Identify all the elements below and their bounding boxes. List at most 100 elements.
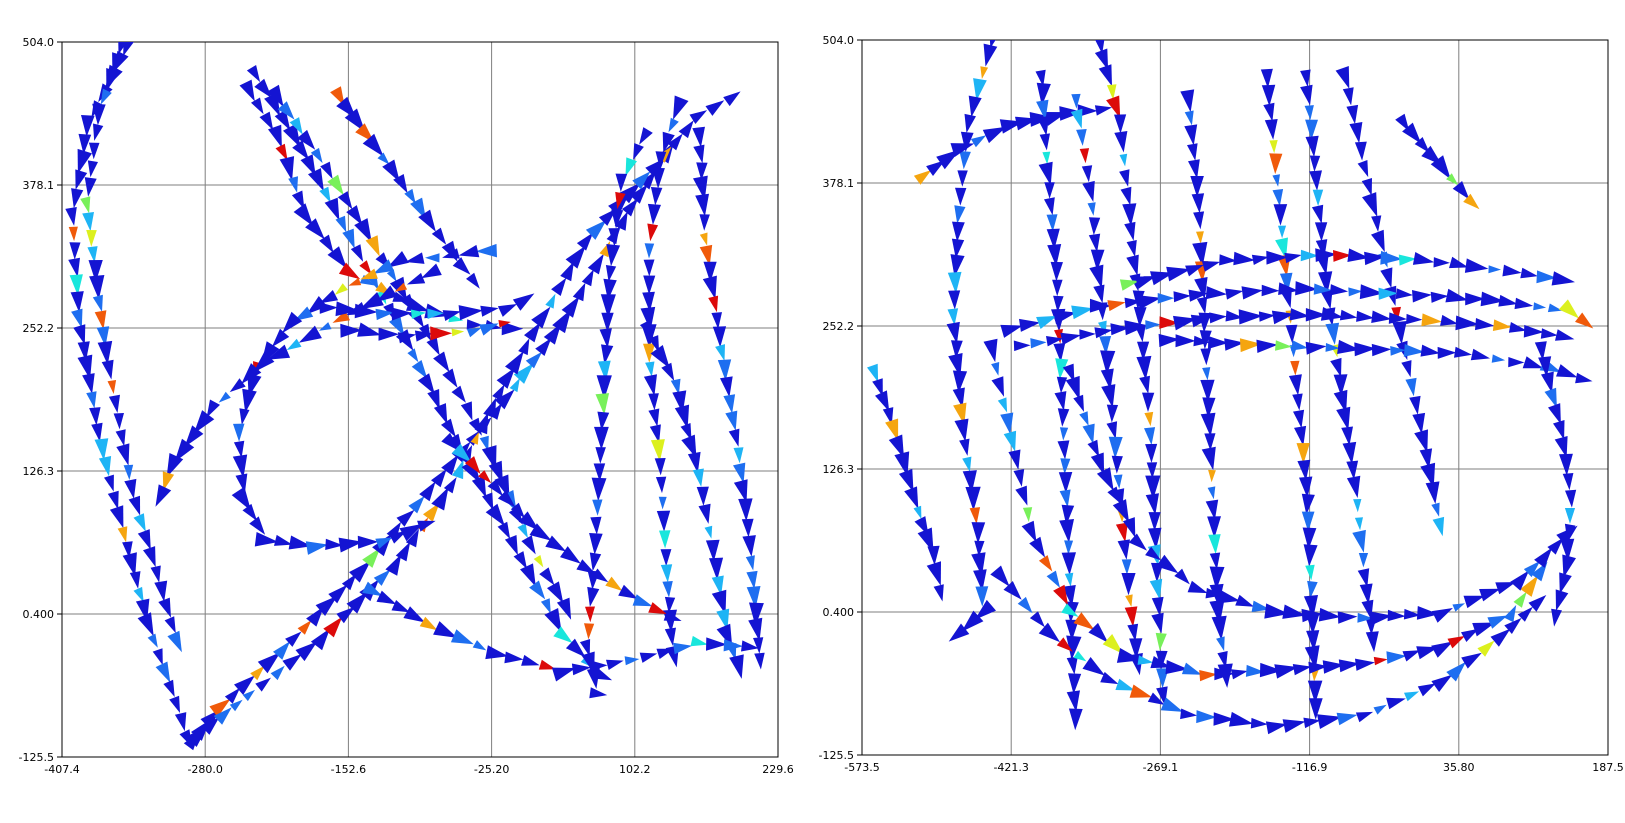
trajectory-arrow [68,226,78,242]
trajectory-arrow [1089,298,1112,313]
trajectory-arrow [1470,348,1490,361]
trajectory-arrow [648,602,667,614]
trajectory-arrow [948,290,961,310]
trajectory-arrow [742,535,756,557]
trajectory-arrow [654,458,666,476]
trajectory-arrow [1446,173,1459,186]
trajectory-arrow [1317,256,1329,275]
trajectory-arrow [1261,84,1276,107]
trajectory-arrow [1021,520,1037,543]
trajectory-arrow [1479,588,1501,602]
trajectory-arrow [980,66,989,79]
trajectory-arrow [1548,403,1561,425]
trajectory-arrow [505,351,524,375]
trajectory-arrow [725,410,738,431]
trajectory-arrow [1300,249,1319,262]
trajectory-arrow [1447,635,1466,649]
trajectory-arrow [659,530,671,549]
trajectory-arrow [1517,606,1533,622]
trajectory-arrow [133,513,146,532]
trajectory-arrow [1245,664,1265,677]
trajectory-arrow [1145,546,1162,561]
trajectory-arrow [933,584,944,602]
trajectory-arrow [664,627,676,646]
trajectory-arrow [1225,288,1244,300]
trajectory-arrow [137,612,154,637]
trajectory-arrow [408,495,425,514]
trajectory-arrow [1431,641,1454,658]
trajectory-arrow [1553,420,1565,440]
trajectory [362,581,759,682]
trajectory-arrow [291,190,305,210]
trajectory-arrow [951,340,963,359]
trajectory-arrow [1544,387,1557,408]
trajectory-arrow [268,124,282,148]
trajectory-arrow [1071,93,1081,109]
trajectory-arrow [913,505,922,520]
trajectory-arrow [289,117,303,135]
trajectory-arrow [89,407,101,426]
trajectory-arrow [650,345,670,369]
trajectory-arrow [1302,527,1317,550]
trajectory-arrow [1336,712,1358,726]
y-tick-label: 0.400 [823,606,855,619]
trajectory-arrow [585,606,595,623]
trajectory-arrow [318,322,332,331]
trajectory-arrow [1303,544,1318,567]
trajectory-arrow [200,717,220,735]
trajectory-arrow [1523,324,1544,338]
trajectory-arrow [560,546,581,564]
trajectory-arrow [344,108,366,133]
trajectory-arrow [705,539,720,562]
trajectory-arrow [355,123,375,143]
trajectory-arrow [1559,453,1573,476]
trajectory-arrow [723,639,744,652]
trajectory-arrow [651,167,665,189]
trajectory-arrow [466,319,483,330]
trajectory-arrow [1190,176,1204,198]
trajectory-arrow [128,495,141,516]
trajectory-arrow [1129,638,1143,660]
trajectory-arrow [699,214,710,231]
trajectory-arrow [1446,661,1466,682]
trajectory-arrow [926,160,946,176]
trajectory-arrow [279,156,295,181]
trajectory-arrow [561,296,580,318]
trajectory-arrow [913,170,932,185]
plot-frame [61,41,779,758]
trajectory-arrow [234,675,255,695]
trajectory-arrow [430,326,453,341]
trajectory-arrow [1017,596,1033,614]
trajectory-arrow [733,479,748,503]
trajectory-arrow [1047,244,1062,267]
trajectory-arrow [535,337,552,356]
trajectory-arrow [1059,106,1083,121]
trajectory-arrow [1146,462,1158,479]
trajectory-arrow [1309,155,1321,172]
trajectory-arrow [595,447,606,464]
y-tick-label: 0.400 [23,608,55,621]
trajectory-arrow [1112,499,1130,523]
trajectory-arrow [989,40,996,49]
trajectory-arrow [1036,99,1049,121]
trajectory-arrow [581,269,594,287]
trajectory-arrow [283,123,301,148]
trajectory-arrow [1250,717,1268,729]
trajectory-arrow [1125,594,1133,607]
trajectory-arrow [1121,559,1132,575]
trajectory-arrow [615,191,626,210]
trajectory-arrow [100,88,112,105]
trajectory-arrow [426,336,440,356]
trajectory-arrow [1541,371,1554,393]
trajectory-arrow [112,52,125,74]
trajectory-arrow [1065,375,1080,400]
trajectory-arrow [97,340,113,365]
trajectory-arrow [1046,336,1064,347]
trajectory [1395,113,1480,210]
trajectory-arrow [1196,296,1208,314]
trajectory-arrow [1282,604,1307,619]
trajectory-arrow [1160,697,1184,712]
trajectory-arrow [1309,170,1322,191]
trajectory-arrow [328,584,348,604]
trajectory-arrow [1432,516,1445,537]
